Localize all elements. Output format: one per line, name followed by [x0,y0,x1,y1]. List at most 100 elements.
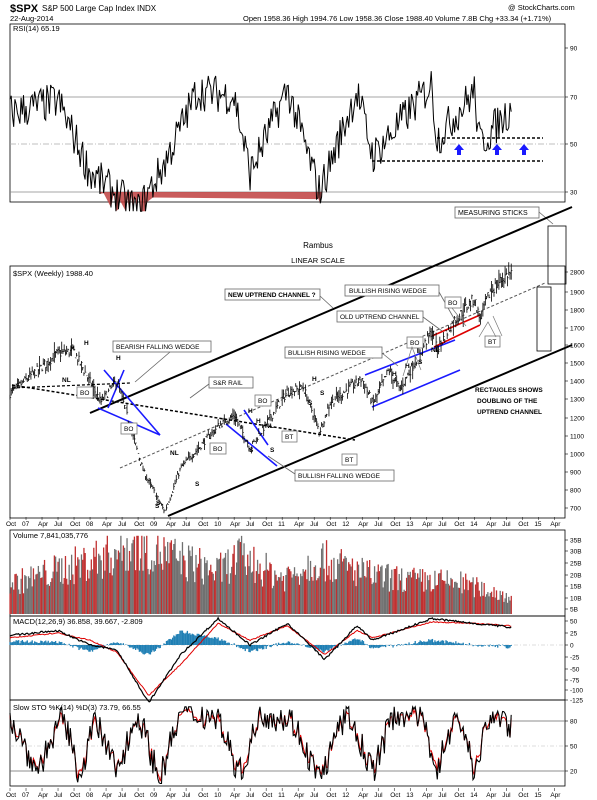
bullish-rising-wedge-blue-label: BULLISH RISING WEDGE [288,350,366,357]
macd-hist-bar [253,645,255,650]
price-axis: 2800 1900 1800 1700 1600 1500 1400 1300 1200 1100… [565,270,585,513]
macd-hist-bar [355,639,357,645]
volume-bar [503,601,505,614]
macd-hist-bar [219,640,222,645]
volume-bar [509,600,511,614]
axis-tick-label: 30B [570,549,582,556]
volume-bar [30,566,32,614]
macd-hist-bar [350,641,352,645]
macd-hist-bar [221,639,223,645]
macd-hist-bar [40,640,42,645]
macd-hist-bar [259,645,261,649]
volume-bar [502,591,504,614]
volume-bar [50,581,52,614]
pattern-letter: H [312,376,317,383]
macd-hist-bar [174,636,176,645]
macd-hist-bar [143,645,145,655]
axis-tick-label: 1100 [570,434,584,441]
x-axis-label: 12 [342,521,350,528]
macd-hist-bar [94,645,96,650]
macd-hist-bar [403,644,405,645]
volume-bar [197,563,200,614]
volume-bar [270,564,272,614]
volume-bar [181,542,184,614]
volume-bar [211,572,213,614]
volume-bar [343,558,345,614]
macd-hist-bar [37,643,40,645]
x-axis-label: Oct [70,521,80,528]
volume-bar [271,588,274,614]
macd-hist-bar [441,640,443,645]
volume-bar [457,587,459,614]
macd-hist-bar [128,645,131,648]
volume-bar [96,573,99,614]
x-axis-label: Apr [550,521,561,528]
volume-bar [385,568,387,614]
macd-hist-bar [122,643,124,645]
macd-hist-bar [401,644,403,645]
volume-bar [431,589,434,614]
x-axis-label: Jul [246,792,255,799]
volume-bar [169,542,171,614]
macd-hist-bar [213,637,216,645]
volume-bar [195,554,197,614]
volume-bar [423,591,425,614]
macd-hist-bar [189,633,191,645]
macd-hist-bar [149,645,152,655]
volume-bar [318,576,320,614]
volume-bar [206,560,208,614]
volume-bar [13,589,15,614]
macd-hist-bar [378,645,381,648]
volume-bar [268,570,270,614]
volume-bar [449,585,451,614]
volume-bar [370,578,372,614]
up-arrow-icon [519,144,529,155]
macd-hist-bar [415,643,418,645]
volume-bar [248,566,250,614]
volume-bar [82,559,84,614]
macd-hist-bar [297,643,299,645]
volume-bar [428,580,430,614]
volume-bar [349,564,351,614]
bo-box: BO [448,300,457,307]
macd-hist-bar [176,634,179,645]
volume-bar [202,584,205,614]
volume-bar [483,582,485,614]
axis-tick-label: 800 [570,488,581,495]
macd-hist-bar [34,641,36,645]
volume-bar [240,535,243,614]
volume-bar [265,552,267,614]
macd-hist-bar [240,645,243,648]
volume-bar [62,583,64,614]
volume-bar [260,579,262,614]
macd-hist-bar [255,645,258,651]
macd-hist-bar [254,645,256,650]
macd-hist-bar [420,641,423,645]
volume-bar [165,561,168,614]
volume-bar [59,581,62,614]
macd-hist-bar [52,641,54,645]
macd-hist-bar [436,641,439,645]
macd-hist-bar [243,645,245,650]
volume-bar [391,569,393,614]
volume-bar [89,570,91,614]
axis-tick-label: 25 [570,631,578,638]
macd-hist-bar [22,641,25,645]
x-axis-label: 09 [150,521,158,528]
macd-hist-bar [449,641,451,645]
pattern-callouts: NEW UPTREND CHANNEL ? BULLISH RISING WED… [112,284,543,482]
x-axis-label: 08 [86,792,94,799]
macd-hist-bar [260,645,262,649]
macd-hist-bar [110,643,112,645]
axis-tick-label: 1200 [570,416,585,423]
macd-hist-bar [405,643,408,645]
volume-bar [207,575,209,614]
x-axis-label: 13 [406,521,414,528]
volume-bar [162,569,164,614]
x-axis-label: Jul [310,792,319,799]
macd-hist-bar [244,645,246,652]
x-axis-label: Apr [102,792,113,799]
volume-bar [381,565,383,614]
volume-bar [148,574,150,614]
